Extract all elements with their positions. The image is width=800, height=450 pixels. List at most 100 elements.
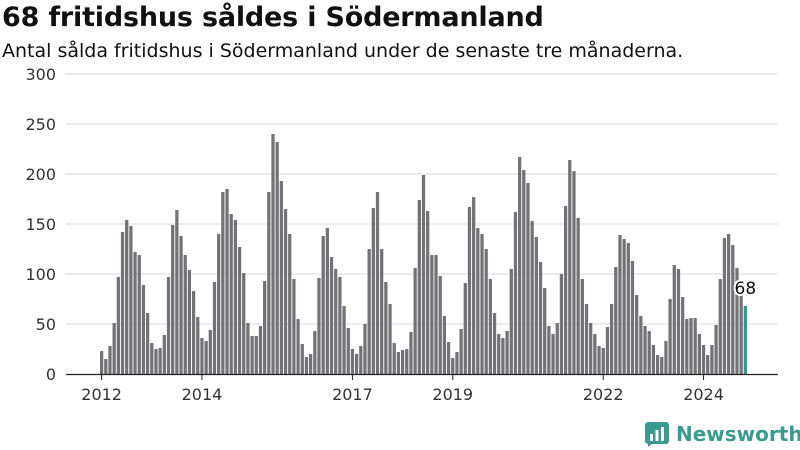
bar xyxy=(166,277,171,374)
bar-chart: 0 50 100 150 200 250 300 2012 2014 2017 2019 2022 20… xyxy=(25,65,778,404)
bar xyxy=(271,134,275,374)
bar xyxy=(371,208,375,374)
bar xyxy=(430,255,434,374)
bar xyxy=(392,343,396,374)
bar xyxy=(200,338,204,374)
bar xyxy=(112,323,116,374)
bar xyxy=(509,269,513,374)
bar xyxy=(258,326,263,374)
bar xyxy=(668,299,672,374)
bar xyxy=(313,331,317,374)
newsworthy-icon xyxy=(645,422,669,447)
bar xyxy=(137,255,141,374)
bar xyxy=(141,285,146,374)
bar xyxy=(676,269,681,374)
bar xyxy=(655,355,660,374)
bar xyxy=(388,304,392,374)
bar xyxy=(158,348,162,374)
bar xyxy=(484,249,488,374)
bar xyxy=(438,276,442,374)
bar xyxy=(405,349,409,374)
bar xyxy=(208,330,212,374)
bar xyxy=(325,228,329,374)
bar xyxy=(442,316,447,374)
bar xyxy=(275,142,279,374)
bar xyxy=(375,192,380,374)
y-tick-label: 300 xyxy=(25,65,56,84)
bar xyxy=(630,261,635,374)
bar xyxy=(334,269,338,374)
bar xyxy=(100,351,104,374)
bar xyxy=(125,220,129,374)
bar xyxy=(183,255,187,374)
bar xyxy=(421,175,426,374)
bar xyxy=(363,324,367,374)
bar xyxy=(697,334,702,374)
bar xyxy=(526,183,530,374)
bar xyxy=(283,209,288,374)
bar xyxy=(400,350,405,374)
bar xyxy=(150,343,154,374)
bar xyxy=(639,316,643,374)
bar xyxy=(480,234,484,374)
chart-subtitle: Antal sålda fritidshus i Södermanland un… xyxy=(2,40,684,62)
bar xyxy=(204,341,208,374)
bar xyxy=(622,239,626,374)
bar xyxy=(463,283,467,374)
bar xyxy=(104,359,108,374)
y-tick-label: 0 xyxy=(46,365,56,384)
bar xyxy=(714,325,718,374)
bar xyxy=(413,268,417,374)
bar xyxy=(492,313,497,374)
bar xyxy=(664,341,668,374)
bar xyxy=(455,352,459,374)
bar xyxy=(329,257,334,374)
bar xyxy=(701,345,706,374)
brand-name: Newsworthy xyxy=(676,422,800,446)
bar-latest xyxy=(743,306,747,374)
bar xyxy=(426,211,430,374)
bar xyxy=(597,346,601,374)
bar xyxy=(731,245,735,374)
bar xyxy=(580,279,584,374)
bar xyxy=(635,295,639,374)
bar xyxy=(354,354,359,374)
bar xyxy=(288,234,292,374)
bar xyxy=(304,357,309,374)
bar xyxy=(538,262,543,374)
bar xyxy=(518,157,522,374)
latest-value-label: 68 xyxy=(735,279,757,299)
bar xyxy=(681,297,685,374)
bar xyxy=(321,236,325,374)
bar xyxy=(246,323,250,374)
bar xyxy=(434,255,438,374)
bar xyxy=(350,349,355,374)
bar xyxy=(154,349,158,374)
bar xyxy=(534,237,538,374)
bar xyxy=(739,292,743,374)
chart-title: 68 fritidshus såldes i Södermanland xyxy=(2,2,544,33)
bar xyxy=(120,232,125,374)
bar xyxy=(242,273,246,374)
bar xyxy=(145,313,150,374)
bar xyxy=(488,279,493,374)
bar xyxy=(555,323,559,374)
bar xyxy=(601,348,605,374)
x-tick-label: 2024 xyxy=(683,385,724,404)
y-tick-label: 150 xyxy=(25,215,56,234)
x-tick-label: 2017 xyxy=(332,385,373,404)
bar xyxy=(530,221,534,374)
bar xyxy=(254,336,258,374)
bar xyxy=(626,243,630,374)
x-tick-label: 2012 xyxy=(81,385,122,404)
bar xyxy=(522,170,526,374)
bar xyxy=(735,268,739,374)
bar xyxy=(116,277,120,374)
bar xyxy=(710,345,714,374)
x-tick-label: 2014 xyxy=(182,385,223,404)
bar xyxy=(187,270,192,374)
x-tick-label: 2019 xyxy=(432,385,473,404)
bar xyxy=(647,331,651,374)
bar xyxy=(409,332,413,374)
bar xyxy=(396,352,401,374)
